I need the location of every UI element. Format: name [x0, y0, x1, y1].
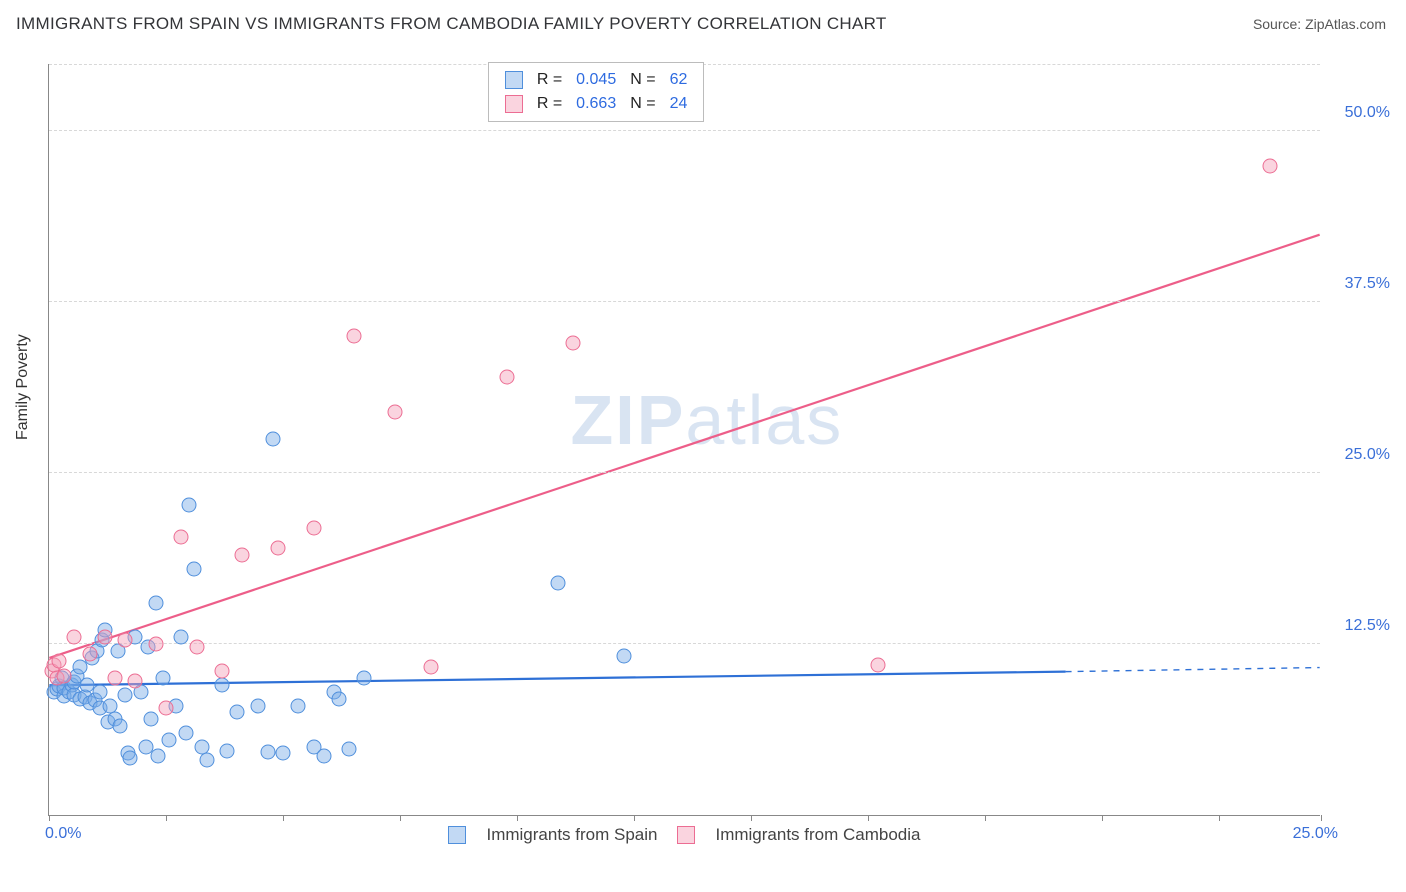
data-point-spain — [357, 671, 372, 686]
grid-line — [49, 130, 1320, 131]
data-point-spain — [220, 743, 235, 758]
x-tick — [985, 815, 986, 821]
data-point-spain — [143, 712, 158, 727]
legend-n-label: N = — [624, 93, 661, 115]
source-attribution: Source: ZipAtlas.com — [1253, 16, 1386, 32]
x-tick — [517, 815, 518, 821]
data-point-spain — [214, 678, 229, 693]
data-point-cambodia — [97, 630, 112, 645]
data-point-cambodia — [235, 548, 250, 563]
legend-swatch — [677, 826, 695, 844]
data-point-cambodia — [214, 664, 229, 679]
data-point-cambodia — [57, 668, 72, 683]
y-tick-label: 12.5% — [1330, 617, 1390, 635]
legend-r-value: 0.045 — [570, 69, 622, 91]
y-axis-label: Family Poverty — [14, 334, 32, 440]
data-point-cambodia — [306, 520, 321, 535]
data-point-cambodia — [499, 370, 514, 385]
data-point-spain — [550, 575, 565, 590]
data-point-cambodia — [270, 541, 285, 556]
data-point-spain — [123, 750, 138, 765]
data-point-spain — [316, 749, 331, 764]
data-point-spain — [250, 698, 265, 713]
data-point-spain — [187, 561, 202, 576]
data-point-spain — [174, 630, 189, 645]
data-point-spain — [179, 725, 194, 740]
data-point-spain — [342, 742, 357, 757]
legend-n-label: N = — [624, 69, 661, 91]
data-point-spain — [181, 497, 196, 512]
x-tick — [1219, 815, 1220, 821]
x-tick — [1102, 815, 1103, 821]
legend-r-label: R = — [531, 69, 568, 91]
x-tick — [868, 815, 869, 821]
legend-r-label: R = — [531, 93, 568, 115]
grid-line — [49, 643, 1320, 644]
x-tick — [400, 815, 401, 821]
scatter-plot: ZIPatlas 12.5%25.0%37.5%50.0%0.0%25.0% R… — [48, 64, 1320, 816]
data-point-spain — [291, 698, 306, 713]
data-point-spain — [161, 732, 176, 747]
data-point-spain — [151, 749, 166, 764]
chart-title: IMMIGRANTS FROM SPAIN VS IMMIGRANTS FROM… — [16, 14, 887, 34]
data-point-cambodia — [566, 336, 581, 351]
data-point-cambodia — [128, 674, 143, 689]
data-point-spain — [148, 596, 163, 611]
data-point-spain — [332, 691, 347, 706]
data-point-spain — [260, 745, 275, 760]
correlation-legend: R = 0.045 N = 62 R = 0.663 N = 24 — [488, 62, 705, 122]
data-point-spain — [72, 660, 87, 675]
trend-lines-layer — [49, 64, 1320, 815]
data-point-cambodia — [347, 329, 362, 344]
legend-n-value: 24 — [664, 93, 694, 115]
data-point-cambodia — [423, 660, 438, 675]
data-point-cambodia — [148, 637, 163, 652]
data-point-spain — [265, 432, 280, 447]
data-point-spain — [230, 705, 245, 720]
data-point-spain — [616, 649, 631, 664]
data-point-cambodia — [1263, 158, 1278, 173]
data-point-cambodia — [174, 530, 189, 545]
x-tick — [166, 815, 167, 821]
data-point-spain — [118, 687, 133, 702]
data-point-spain — [92, 684, 107, 699]
data-point-spain — [156, 671, 171, 686]
y-tick-label: 25.0% — [1330, 446, 1390, 464]
data-point-cambodia — [118, 633, 133, 648]
data-point-cambodia — [67, 630, 82, 645]
legend-series-label: Immigrants from Cambodia — [715, 825, 920, 844]
x-tick — [751, 815, 752, 821]
data-point-cambodia — [871, 657, 886, 672]
legend-r-value: 0.663 — [570, 93, 622, 115]
data-point-cambodia — [108, 671, 123, 686]
x-tick — [1321, 815, 1322, 821]
legend-swatch — [505, 71, 523, 89]
data-point-spain — [199, 753, 214, 768]
data-point-cambodia — [189, 639, 204, 654]
data-point-spain — [276, 746, 291, 761]
y-tick-label: 50.0% — [1330, 104, 1390, 122]
x-tick — [49, 815, 50, 821]
data-point-cambodia — [159, 701, 174, 716]
series-legend: Immigrants from Spain Immigrants from Cam… — [49, 824, 1320, 845]
legend-swatch — [448, 826, 466, 844]
x-tick — [634, 815, 635, 821]
grid-line — [49, 301, 1320, 302]
data-point-cambodia — [387, 404, 402, 419]
data-point-cambodia — [82, 646, 97, 661]
legend-n-value: 62 — [664, 69, 694, 91]
legend-swatch — [505, 95, 523, 113]
grid-line — [49, 472, 1320, 473]
legend-series-label: Immigrants from Spain — [486, 825, 657, 844]
data-point-cambodia — [52, 653, 67, 668]
x-tick — [283, 815, 284, 821]
y-tick-label: 37.5% — [1330, 275, 1390, 293]
data-point-spain — [113, 719, 128, 734]
